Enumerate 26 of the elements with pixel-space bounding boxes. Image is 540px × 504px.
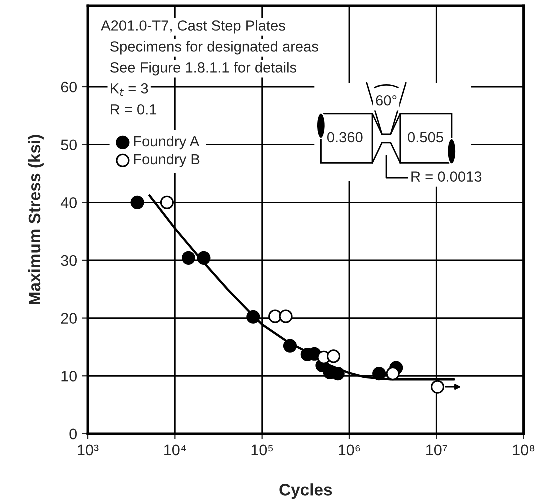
annotation: R = 0.0013: [412, 172, 482, 182]
x-tick-label: 10⁷: [426, 444, 448, 456]
annotation: R = 0.1: [111, 104, 157, 115]
x-tick-label: 10⁸: [513, 444, 535, 456]
x-tick-label: 10⁶: [339, 444, 360, 456]
x-tick-label: 10⁴: [164, 444, 186, 456]
annotation: Specimens for designated areas: [110, 41, 318, 55]
annotation: K$_{t}$ = 3: [111, 83, 148, 96]
y-tick-label: 30: [61, 255, 78, 266]
annotation: 0.360: [327, 132, 363, 143]
y-tick-label: 10: [62, 370, 78, 382]
annotation: See Figure 1.8.1.1 for details: [110, 62, 297, 76]
y-tick-label: 40: [60, 198, 78, 208]
y-tick-label: 20: [61, 313, 78, 324]
y-tick-label: 60: [61, 82, 78, 93]
annotation: A201.0-T7, Cast Step Plates: [101, 20, 286, 34]
y-tick-label: 0: [70, 428, 78, 440]
legend-label: Foundry A: [134, 136, 200, 150]
x-tick-label: 10³: [78, 444, 99, 456]
y-axis-title: Maximum Stress (ksi): [28, 135, 44, 305]
legend-label: Foundry B: [134, 154, 200, 168]
x-axis-title: Cycles: [280, 484, 332, 500]
y-tick-label: 50: [61, 140, 78, 151]
annotation: 60°: [376, 95, 397, 106]
x-tick-label: 10⁵: [252, 444, 274, 456]
annotation: 0.505: [408, 132, 444, 143]
